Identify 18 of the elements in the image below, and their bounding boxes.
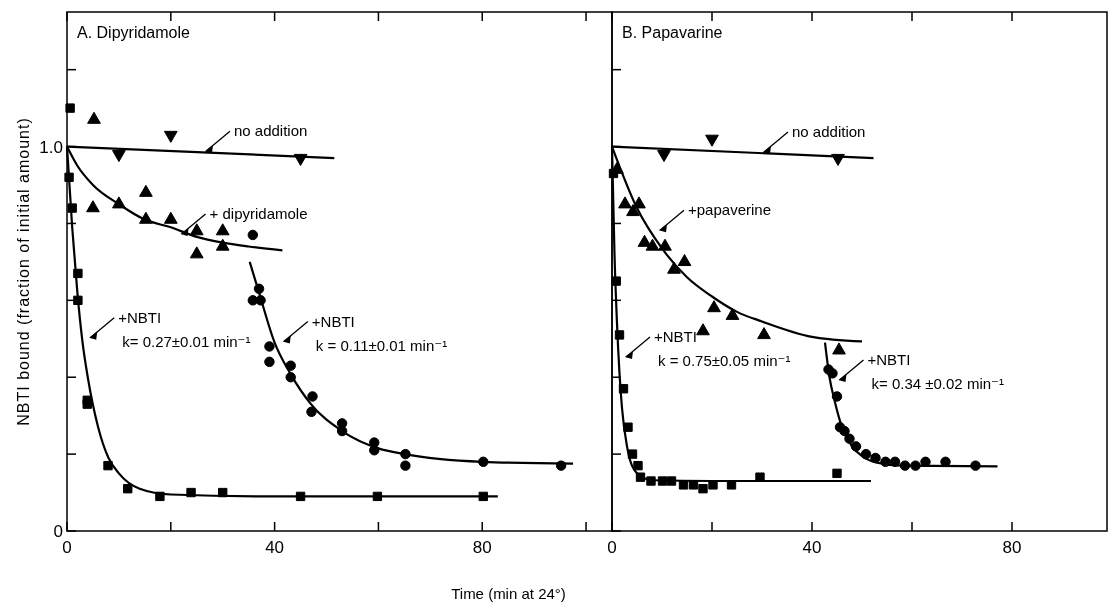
annotation: + dipyridamole [209, 204, 308, 222]
x-tick-label: 80 [472, 538, 492, 557]
annotation: no addition [792, 123, 866, 141]
x-axis-title: Time (min at 24°) [451, 585, 566, 602]
annotation: +NBTI k= 0.27±0.01 min⁻¹ [118, 308, 251, 350]
annotation: +papaverine [688, 201, 771, 219]
text: A. Dipyridamole [77, 24, 191, 41]
annotation: no addition [233, 122, 308, 140]
x-tick-label: 80 [1002, 538, 1022, 557]
x-tick-label: 0 [607, 538, 617, 557]
x-tick-label: 40 [265, 538, 285, 557]
text: B. Papavarine [622, 24, 723, 41]
y-axis-title: NBTI bound (fraction of initial amount) [15, 117, 32, 426]
y-tick-label: 1.0 [39, 137, 63, 157]
annotation: +NBTI k = 0.75±0.05 min⁻¹ [654, 328, 791, 369]
annotation: +NBTI k = 0.11±0.01 min⁻¹ [311, 312, 448, 354]
x-tick-label: 40 [802, 538, 822, 557]
annotation: +NBTI k= 0.34 ±0.02 min⁻¹ [867, 351, 1004, 393]
